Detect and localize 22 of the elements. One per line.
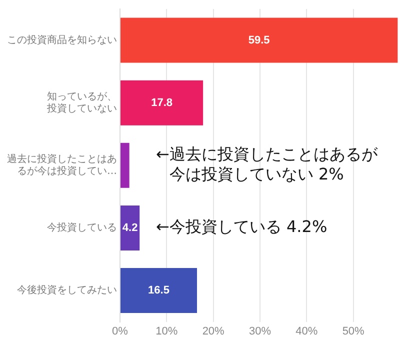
y-tick-label: 過去に投資したことはあるが今は投資してい… [7,152,117,177]
x-tick-label: 30% [248,325,272,338]
bar [120,142,130,188]
y-tick-label: 知っているが、投資していない [46,90,117,114]
x-tick-label: 20% [202,325,225,338]
data-label: 17.8 [151,96,172,109]
annotation: ←過去に投資したことはあるが今は投資していない 2% [156,144,378,184]
bar [120,268,197,314]
bar [120,205,140,250]
y-tick-label: この投資商品を知らない [7,34,117,46]
data-label: 59.5 [248,34,270,46]
bar [120,80,204,126]
x-tick-label: 40% [296,325,318,338]
data-label: 4.2 [122,222,138,234]
data-label: 16.5 [148,284,170,297]
x-tick-label: 50% [342,325,365,338]
annotation: ←今投資している 4.2% [156,217,328,236]
y-tick-label: 今投資している [47,222,117,234]
x-tick-label: 10% [156,325,178,338]
y-tick-label: 今後投資をしてみたい [17,284,117,296]
x-tick-label: 0% [112,325,128,338]
bar [120,18,398,63]
